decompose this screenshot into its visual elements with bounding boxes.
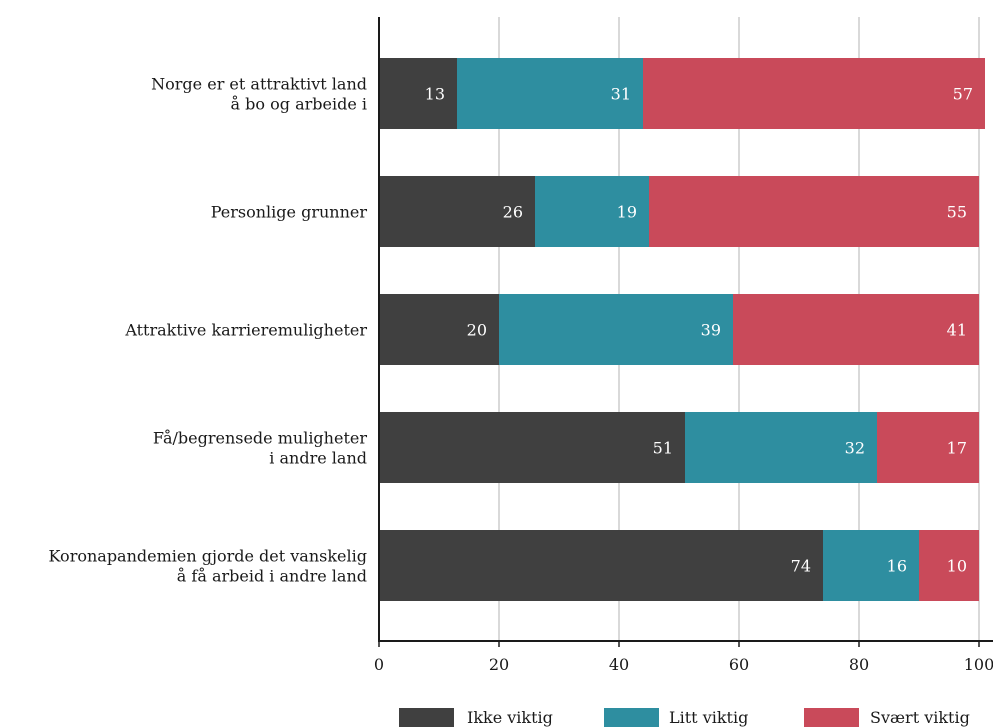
bars: 13 31 57 26 19 55 20 39 41 51 32 17 74 16 10 [379,58,985,601]
data-label-4-1: 16 [887,557,907,576]
legend: Ikke viktig Litt viktig Svært viktig [399,708,970,727]
legend-label-0: Ikke viktig [467,708,553,727]
bar-4-0 [379,530,823,601]
x-tick-label-20: 20 [489,655,509,674]
bar-2-0 [379,294,499,365]
bar-0-2 [643,58,985,129]
legend-swatch-0 [399,708,454,727]
bar-0-0 [379,58,457,129]
bar-1-1 [535,176,649,247]
legend-swatch-1 [604,708,659,727]
x-tick-labels: 0 20 40 60 80 100 [374,641,993,674]
data-label-4-0: 74 [791,557,811,576]
data-label-3-1: 32 [845,439,865,458]
data-label-3-2: 17 [947,439,967,458]
data-label-0-2: 57 [953,85,973,104]
category-labels: Norge er et attraktivt land å bo og arbei… [49,75,368,586]
data-label-4-2: 10 [947,557,967,576]
bar-1-2 [649,176,979,247]
bar-2-2 [733,294,979,365]
data-label-0-0: 13 [425,85,445,104]
legend-swatch-2 [804,708,859,727]
data-label-1-0: 26 [503,203,523,222]
bar-3-2 [877,412,979,483]
bar-4-1 [823,530,919,601]
category-label-4: Koronapandemien gjorde det vanskelig å få… [49,547,367,586]
bar-3-0 [379,412,685,483]
data-label-2-0: 20 [467,321,487,340]
data-label-1-1: 19 [617,203,637,222]
x-tick-label-0: 0 [374,655,384,674]
category-label-1: Personlige grunner [211,203,368,222]
x-tick-label-60: 60 [729,655,749,674]
data-label-2-1: 39 [701,321,721,340]
axes [378,17,993,642]
category-label-3: Få/begrensede muligheter i andre land [153,429,367,468]
bar-0-1 [457,58,643,129]
data-label-0-1: 31 [611,85,631,104]
data-label-3-0: 51 [653,439,673,458]
bar-1-0 [379,176,535,247]
bar-2-1 [499,294,733,365]
x-tick-label-80: 80 [849,655,869,674]
x-tick-label-100: 100 [964,655,993,674]
legend-label-2: Svært viktig [870,708,970,727]
x-tick-label-40: 40 [609,655,629,674]
bar-3-1 [685,412,877,483]
legend-label-1: Litt viktig [669,708,748,727]
data-label-2-2: 41 [947,321,967,340]
data-label-1-2: 55 [947,203,967,222]
category-label-0: Norge er et attraktivt land å bo og arbei… [151,75,367,114]
category-label-2: Attraktive karrieremuligheter [124,321,367,340]
bar-4-2 [919,530,979,601]
